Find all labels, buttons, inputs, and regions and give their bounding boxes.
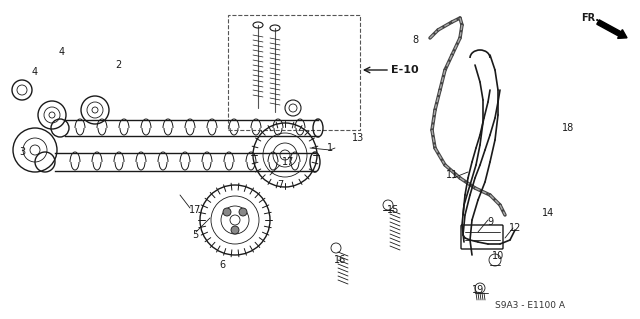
Text: 1: 1 [327,143,333,153]
Circle shape [239,208,247,216]
Text: 17: 17 [189,205,201,215]
Text: 11: 11 [446,170,458,180]
Text: 5: 5 [192,230,198,240]
Text: 19: 19 [472,285,484,295]
FancyArrow shape [597,20,627,38]
Text: E-10: E-10 [391,65,419,75]
Text: 13: 13 [352,133,364,143]
Text: 2: 2 [115,60,121,70]
Text: 8: 8 [412,35,418,45]
Bar [228,15,360,130]
Text: 14: 14 [542,208,554,218]
Text: 9: 9 [487,217,493,227]
Text: 4: 4 [59,47,65,57]
Text: 6: 6 [219,260,225,270]
Text: 15: 15 [387,205,399,215]
FancyBboxPatch shape [461,225,503,249]
Text: 4: 4 [32,67,38,77]
Text: 3: 3 [19,147,25,157]
Text: FR.: FR. [581,13,599,23]
Circle shape [223,208,231,216]
Text: 7: 7 [277,180,283,190]
Text: 10: 10 [492,251,504,261]
Text: 17: 17 [282,157,294,167]
Text: 12: 12 [509,223,521,233]
Text: S9A3 - E1100 A: S9A3 - E1100 A [495,301,565,310]
Text: 18: 18 [562,123,574,133]
Text: 16: 16 [334,255,346,265]
Circle shape [231,226,239,234]
